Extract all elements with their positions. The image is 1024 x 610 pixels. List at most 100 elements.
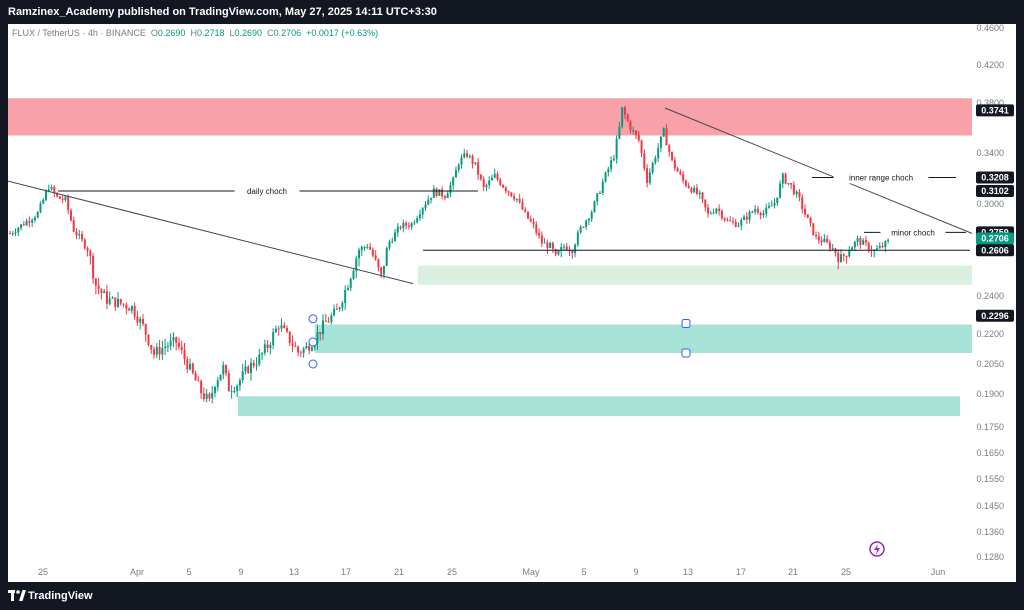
candle-body	[355, 258, 358, 271]
candle-body	[252, 362, 255, 366]
candle-body	[479, 174, 482, 180]
y-tick-label: 0.4200	[976, 60, 1004, 70]
candle-body	[78, 234, 81, 236]
candle-body	[360, 247, 363, 251]
candle-body	[579, 226, 582, 233]
candle-body	[388, 241, 391, 248]
candle-body	[770, 205, 773, 207]
annotation-label: inner range choch	[849, 173, 913, 182]
candle-body	[36, 212, 39, 218]
candle-body	[144, 323, 147, 335]
drawing-handle	[308, 337, 318, 347]
candle-body	[798, 191, 801, 198]
candle-body	[565, 246, 568, 250]
candle-body	[338, 307, 341, 310]
candle-body	[286, 327, 288, 332]
candle-body	[42, 199, 45, 204]
candle-body	[330, 315, 333, 322]
candle-body	[499, 179, 502, 186]
candle-body	[654, 158, 657, 163]
candle-body	[33, 217, 36, 221]
y-tick-label: 0.1650	[976, 448, 1004, 458]
candle-body	[125, 304, 128, 309]
y-tick-label: 0.2400	[976, 291, 1004, 301]
x-tick-label: 25	[38, 567, 48, 577]
candle-body	[50, 187, 53, 190]
candle-body	[803, 208, 806, 215]
candle-body	[748, 211, 751, 220]
y-tick-label: 0.4600	[976, 24, 1004, 33]
candle-body	[241, 371, 244, 381]
candle-body	[623, 107, 626, 115]
candle-body	[560, 247, 563, 251]
candle-body	[853, 241, 856, 248]
candle-body	[745, 216, 748, 220]
price-label: 0.3208	[981, 172, 1009, 182]
price-label: 0.2606	[981, 245, 1009, 255]
candle-body	[784, 173, 787, 184]
candle-body	[848, 250, 851, 257]
candle-body	[83, 239, 86, 249]
candle-body	[211, 392, 214, 399]
x-tick-label: 5	[581, 567, 586, 577]
chart-panel[interactable]: 0.46000.42000.38000.34000.30000.26000.24…	[8, 24, 1016, 582]
candle-body	[867, 242, 870, 250]
candle-body	[153, 349, 156, 355]
zone-supply-0	[8, 98, 972, 136]
x-tick-label: Apr	[130, 567, 144, 577]
candle-body	[396, 226, 399, 233]
candle-body	[507, 191, 510, 193]
candle-body	[795, 191, 798, 195]
candle-body	[130, 305, 133, 311]
candle-body	[374, 255, 377, 260]
candle-body	[864, 240, 867, 243]
candle-body	[513, 196, 516, 200]
candle-body	[817, 236, 820, 241]
drawing-handle	[308, 359, 318, 369]
candle-body	[582, 226, 585, 228]
candle-body	[676, 168, 679, 172]
price-label-bg	[976, 104, 1014, 117]
candle-body	[490, 177, 493, 181]
candle-body	[510, 192, 513, 197]
candle-body	[438, 189, 441, 196]
candle-body	[551, 242, 554, 249]
candle-body	[297, 346, 300, 353]
candle-body	[128, 308, 131, 311]
candle-body	[247, 366, 250, 373]
candle-body	[67, 196, 70, 211]
candle-body	[410, 223, 413, 227]
price-label-bg	[976, 232, 1014, 245]
candle-body	[222, 365, 225, 375]
candle-body	[621, 107, 624, 127]
candle-body	[244, 366, 247, 372]
low-label: L	[229, 28, 235, 38]
candle-body	[671, 151, 674, 160]
candle-body	[862, 240, 865, 245]
candle-body	[277, 328, 280, 330]
candle-body	[280, 325, 283, 329]
candle-body	[549, 242, 552, 248]
price-chart[interactable]: 0.46000.42000.38000.34000.30000.26000.24…	[8, 24, 1016, 582]
candle-body	[643, 152, 646, 169]
candle-body	[538, 232, 541, 236]
candle-body	[405, 222, 408, 226]
symbol-legend: FLUX / TetherUS · 4h · BINANCE O0.2690 H…	[12, 28, 378, 38]
candle-body	[288, 331, 291, 344]
price-label-bg	[976, 171, 1014, 184]
candle-body	[133, 305, 136, 317]
candle-body	[56, 193, 59, 197]
candle-body	[610, 160, 613, 169]
candle-body	[820, 240, 823, 243]
candle-body	[851, 247, 854, 251]
candle-body	[86, 248, 89, 251]
candle-body	[200, 380, 203, 394]
candle-body	[172, 337, 175, 341]
candle-body	[161, 348, 164, 355]
candle-body	[191, 363, 194, 374]
candle-body	[261, 352, 264, 355]
candle-body	[369, 246, 372, 250]
candle-body	[781, 173, 784, 184]
candle-body	[787, 183, 790, 185]
candle-body	[45, 191, 48, 200]
